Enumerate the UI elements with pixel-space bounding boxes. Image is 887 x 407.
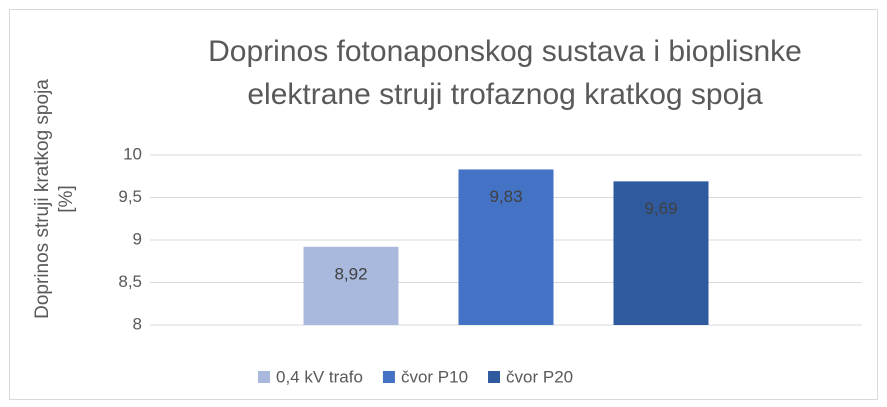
chart-title: Doprinos fotonaponskog sustava i bioplis… (208, 35, 802, 111)
y-tick-label: 8 (133, 314, 142, 333)
y-tick-label: 8,5 (118, 272, 142, 291)
legend-label: 0,4 kV trafo (276, 367, 363, 386)
legend-swatch (488, 371, 501, 383)
bar (303, 246, 399, 325)
chart-frame (9, 9, 878, 400)
y-tick-label: 9 (133, 229, 142, 248)
y-tick-label: 10 (123, 144, 142, 163)
bar (613, 181, 709, 325)
data-label: 8,92 (334, 264, 367, 283)
y-axis-label: Doprinos struji kratkog spoja [%] (32, 79, 77, 319)
legend-label: čvor P20 (506, 367, 573, 386)
data-label: 9,83 (489, 187, 522, 206)
data-label: 9,69 (644, 199, 677, 218)
y-tick-label: 9,5 (118, 187, 142, 206)
bar (458, 169, 554, 325)
legend-swatch (258, 371, 270, 383)
legend-swatch (382, 371, 395, 383)
legend-label: čvor P10 (401, 367, 468, 386)
